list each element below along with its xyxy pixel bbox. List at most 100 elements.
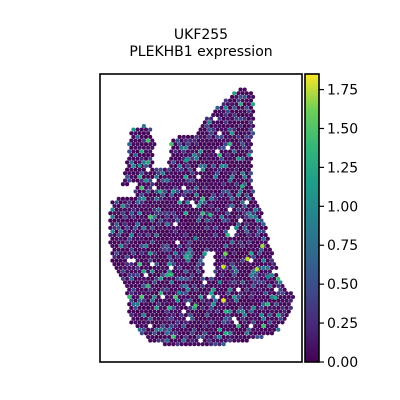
tissue-spot xyxy=(141,218,146,223)
tissue-spot xyxy=(110,207,115,212)
tissue-spot xyxy=(259,262,264,267)
tissue-spot xyxy=(148,178,153,183)
tissue-spot xyxy=(164,331,170,336)
tissue-spot xyxy=(148,258,153,263)
tissue-spot xyxy=(152,302,157,307)
tissue-spot xyxy=(246,196,251,201)
tissue-spot xyxy=(272,283,277,289)
tissue-spot xyxy=(125,225,130,230)
tissue-spot xyxy=(167,225,172,230)
tissue-spot xyxy=(221,225,226,230)
tissue-spot xyxy=(267,320,272,325)
tissue-spot xyxy=(183,145,188,150)
tissue-spot xyxy=(244,149,249,154)
tissue-spot xyxy=(196,276,201,281)
tissue-spot xyxy=(143,200,149,205)
tissue-spot xyxy=(179,334,184,340)
tissue-spot xyxy=(244,98,249,103)
tissue-spot xyxy=(129,269,134,274)
tissue-spot xyxy=(284,298,289,303)
tissue-spot xyxy=(221,233,226,238)
tissue-spot xyxy=(217,313,222,318)
tissue-spot xyxy=(238,87,243,92)
tissue-spot xyxy=(179,254,184,259)
tissue-spot xyxy=(238,131,243,136)
tissue-spot xyxy=(192,283,197,289)
tissue-spot xyxy=(137,291,142,296)
tissue-spot xyxy=(141,305,146,310)
tissue-spot xyxy=(122,207,128,212)
tissue-spot xyxy=(219,200,224,205)
tissue-spot xyxy=(192,334,197,340)
tissue-spot xyxy=(242,138,247,143)
tissue-spot xyxy=(177,324,182,329)
tissue-spot xyxy=(156,316,161,321)
tissue-spot xyxy=(133,262,138,267)
tissue-spot xyxy=(255,334,260,340)
tissue-spot xyxy=(143,309,149,314)
tissue-spot xyxy=(242,160,247,165)
tissue-spot xyxy=(179,305,184,310)
tissue-spot xyxy=(265,309,270,314)
tissue-spot xyxy=(129,167,134,172)
tissue-spot xyxy=(246,160,251,165)
tissue-spot xyxy=(227,338,233,343)
tissue-spot xyxy=(257,287,262,292)
tissue-spot xyxy=(242,211,247,216)
tissue-spot xyxy=(116,254,121,259)
tissue-spot xyxy=(215,331,220,336)
tissue-spot xyxy=(206,316,212,321)
tissue-spot xyxy=(234,109,239,114)
tissue-spot xyxy=(143,287,149,292)
tissue-spot xyxy=(137,269,142,274)
tissue-spot xyxy=(120,203,125,209)
tissue-spot xyxy=(192,160,197,165)
tissue-spot xyxy=(290,294,296,300)
tissue-spot xyxy=(173,142,178,147)
tissue-spot xyxy=(240,105,245,110)
tissue-spot xyxy=(131,207,136,212)
tissue-spot xyxy=(164,280,170,285)
tissue-spot xyxy=(173,207,178,212)
tissue-spot xyxy=(259,313,264,318)
tissue-spot xyxy=(194,171,199,176)
colorbar-tick-label: 0.50 xyxy=(327,277,358,293)
tissue-spot xyxy=(152,171,157,176)
tissue-spot xyxy=(230,203,235,209)
tissue-spot xyxy=(154,305,159,310)
tissue-spot xyxy=(223,324,228,329)
tissue-spot xyxy=(194,309,199,314)
tissue-spot xyxy=(131,149,136,154)
tissue-spot xyxy=(146,298,151,303)
tissue-spot xyxy=(133,160,138,165)
tissue-spot xyxy=(179,203,184,209)
tissue-spot xyxy=(221,123,226,129)
tissue-spot xyxy=(143,127,149,132)
tissue-spot xyxy=(248,280,254,285)
tissue-spot xyxy=(263,240,268,245)
tissue-spot xyxy=(188,327,193,332)
tissue-spot xyxy=(169,214,174,219)
tissue-spot xyxy=(215,243,220,249)
tissue-spot xyxy=(225,109,230,114)
tissue-spot xyxy=(194,338,199,343)
tissue-spot xyxy=(120,218,125,223)
tissue-spot xyxy=(192,298,197,303)
tissue-spot xyxy=(171,254,176,259)
tissue-spot xyxy=(244,171,249,176)
tissue-spot xyxy=(227,309,233,314)
tissue-spot xyxy=(232,142,237,147)
tissue-spot xyxy=(198,222,203,227)
tissue-spot xyxy=(112,240,117,245)
tissue-spot xyxy=(190,142,195,147)
tissue-spot xyxy=(118,200,123,205)
tissue-spot xyxy=(244,134,249,139)
tissue-spot xyxy=(120,247,125,252)
tissue-spot xyxy=(196,203,201,209)
tissue-spot xyxy=(171,262,176,267)
tissue-spot xyxy=(129,145,134,150)
tissue-spot xyxy=(158,240,163,245)
tissue-spot xyxy=(217,283,222,289)
tissue-spot xyxy=(160,207,165,212)
tissue-spot xyxy=(129,203,134,209)
